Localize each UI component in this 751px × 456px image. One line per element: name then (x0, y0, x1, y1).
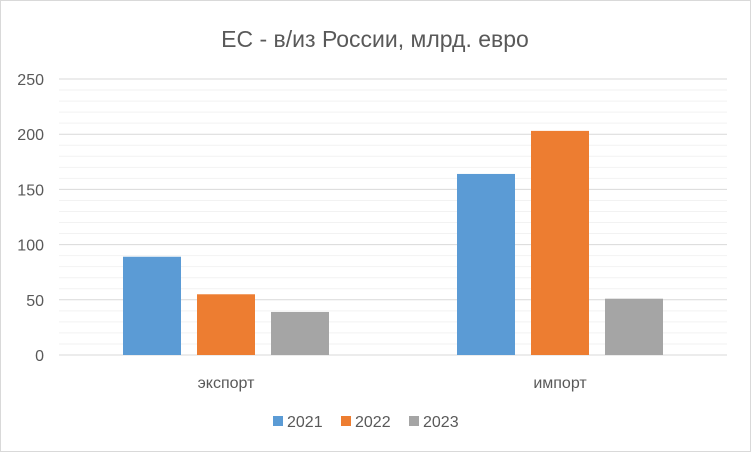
legend-swatch-2023 (409, 416, 419, 426)
legend: 2021 2022 2023 (273, 414, 459, 431)
bars (123, 130, 663, 355)
y-tick-label: 250 (17, 72, 44, 89)
legend-label-2021: 2021 (287, 414, 323, 431)
legend-label-2022: 2022 (355, 414, 391, 431)
y-tick-label: 100 (17, 238, 44, 255)
bar-2023-0 (271, 311, 329, 355)
legend-swatch-2022 (341, 416, 351, 426)
bar-2022-1 (531, 130, 589, 355)
chart-title: ЕС - в/из России, млрд. евро (221, 26, 529, 52)
y-tick-label: 150 (17, 182, 44, 199)
y-tick-label: 200 (17, 127, 44, 144)
bar-2021-1 (457, 173, 515, 355)
bar-2021-0 (123, 256, 181, 355)
legend-label-2023: 2023 (423, 414, 459, 431)
y-axis: 0 50 100 150 200 250 (17, 72, 44, 365)
y-tick-label: 0 (35, 348, 44, 365)
x-tick-label: экспорт (198, 375, 255, 392)
x-axis: экспорт импорт (198, 375, 588, 392)
bar-2022-0 (197, 294, 255, 355)
y-tick-label: 50 (26, 293, 44, 310)
legend-swatch-2021 (273, 416, 283, 426)
bar-2023-1 (605, 298, 663, 355)
x-tick-label: импорт (533, 375, 587, 392)
